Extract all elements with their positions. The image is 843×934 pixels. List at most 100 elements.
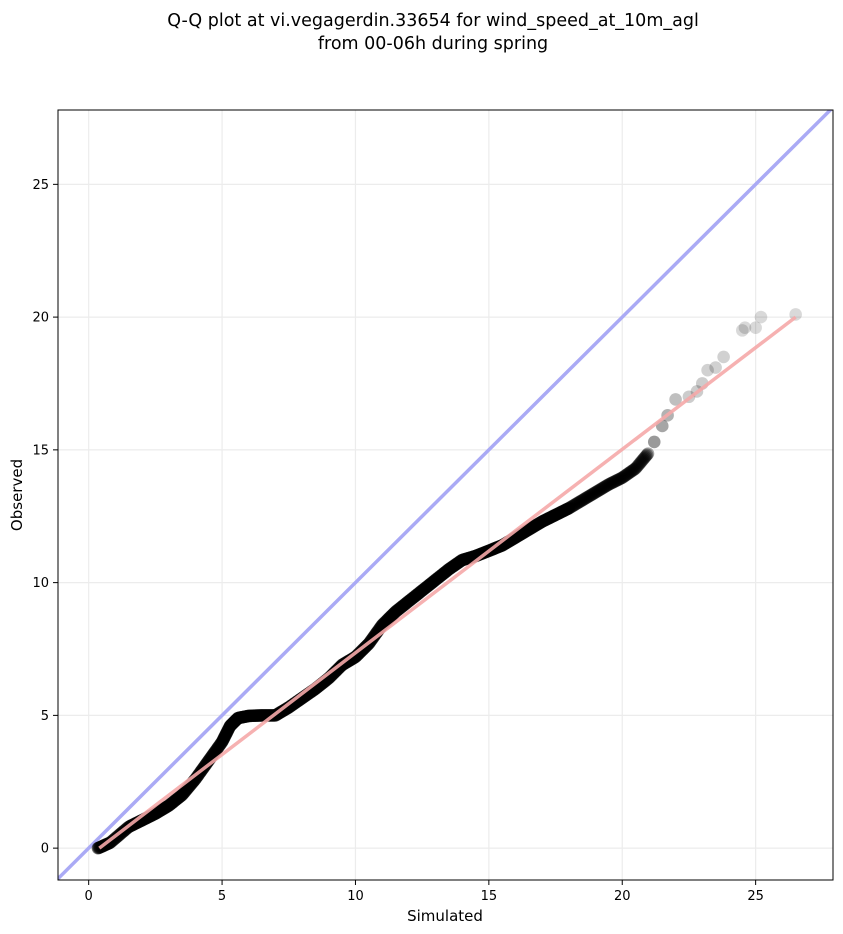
data-point <box>604 477 618 490</box>
x-tick-label: 20 <box>614 889 631 904</box>
data-point <box>579 491 593 505</box>
data-point <box>571 496 584 510</box>
data-point <box>587 487 600 500</box>
data-point <box>593 483 606 497</box>
y-tick-label: 20 <box>32 311 49 326</box>
data-point <box>617 470 631 483</box>
y-tick-label: 25 <box>32 178 49 193</box>
data-point <box>570 497 583 511</box>
data-point <box>599 479 613 493</box>
data-point <box>635 454 649 467</box>
data-point <box>567 499 580 512</box>
data-point <box>629 462 642 475</box>
data-point <box>586 487 600 501</box>
data-point <box>580 491 594 504</box>
data-point <box>627 463 640 477</box>
x-axis-label: Simulated <box>407 907 483 925</box>
data-point <box>562 501 576 515</box>
data-point <box>583 489 597 503</box>
data-point <box>625 464 639 478</box>
data-point <box>634 456 647 470</box>
data-point <box>618 469 632 483</box>
data-point <box>622 466 636 480</box>
data-point <box>614 471 628 485</box>
data-point <box>566 499 579 513</box>
data-point <box>596 481 610 495</box>
data-point <box>615 471 629 485</box>
data-point <box>585 488 599 501</box>
data-point <box>572 496 585 509</box>
data-points <box>91 308 802 855</box>
y-tick-label: 0 <box>41 842 49 857</box>
data-point <box>576 493 590 507</box>
data-point <box>634 455 648 468</box>
data-point <box>605 476 619 490</box>
data-point <box>709 361 722 374</box>
data-point <box>610 474 623 487</box>
reference-lines <box>58 110 833 880</box>
data-point <box>621 467 635 481</box>
data-point <box>577 492 591 506</box>
data-point <box>602 478 616 491</box>
data-point <box>636 453 650 466</box>
data-point <box>594 482 608 496</box>
data-point <box>717 350 730 364</box>
data-point <box>569 497 582 511</box>
data-point <box>624 465 638 479</box>
data-point <box>574 494 588 508</box>
data-point <box>565 500 579 513</box>
data-point <box>584 488 598 502</box>
data-point <box>582 490 596 503</box>
x-tick-label: 5 <box>218 889 226 904</box>
data-point <box>578 492 592 505</box>
data-point <box>573 495 586 509</box>
data-point <box>616 470 630 484</box>
data-point <box>735 324 749 337</box>
chart-title: Q-Q plot at vi.vegagerdin.33654 for wind… <box>167 11 699 54</box>
plot-frame <box>57 109 834 881</box>
data-point <box>633 457 646 471</box>
data-point <box>564 500 578 514</box>
data-point <box>631 459 644 473</box>
data-point <box>574 495 587 508</box>
data-point <box>638 450 652 464</box>
y-tick-label: 5 <box>41 709 49 724</box>
fit-line <box>98 315 797 850</box>
data-point <box>630 461 643 474</box>
data-point <box>592 484 605 497</box>
data-point <box>608 475 621 488</box>
x-tick-label: 15 <box>481 889 498 904</box>
title-line-2: from 00-06h during spring <box>318 34 548 54</box>
data-point <box>619 468 633 482</box>
data-point <box>620 468 634 481</box>
data-point <box>595 482 609 495</box>
data-point <box>639 449 653 463</box>
x-tick-label: 0 <box>85 889 93 904</box>
data-point <box>738 321 752 335</box>
data-point <box>594 483 607 496</box>
data-point <box>669 393 682 406</box>
data-point <box>611 473 624 487</box>
data-point <box>623 466 637 479</box>
y-tick-label: 15 <box>32 443 49 458</box>
y-axis-label: Observed <box>8 459 26 531</box>
data-point <box>647 435 661 449</box>
data-point <box>588 486 601 500</box>
data-point <box>754 310 768 324</box>
data-point <box>632 458 645 472</box>
data-point <box>749 321 762 335</box>
data-point <box>626 464 640 477</box>
data-point <box>613 472 626 486</box>
data-point <box>637 451 651 465</box>
data-point <box>609 474 622 488</box>
data-point <box>600 479 614 492</box>
y-tick-label: 10 <box>32 576 49 591</box>
data-point <box>597 480 611 494</box>
x-tick-label: 10 <box>347 889 364 904</box>
data-point <box>606 476 620 489</box>
data-point <box>575 494 589 507</box>
data-point <box>603 477 617 491</box>
data-point <box>628 462 641 476</box>
data-point <box>607 475 620 489</box>
